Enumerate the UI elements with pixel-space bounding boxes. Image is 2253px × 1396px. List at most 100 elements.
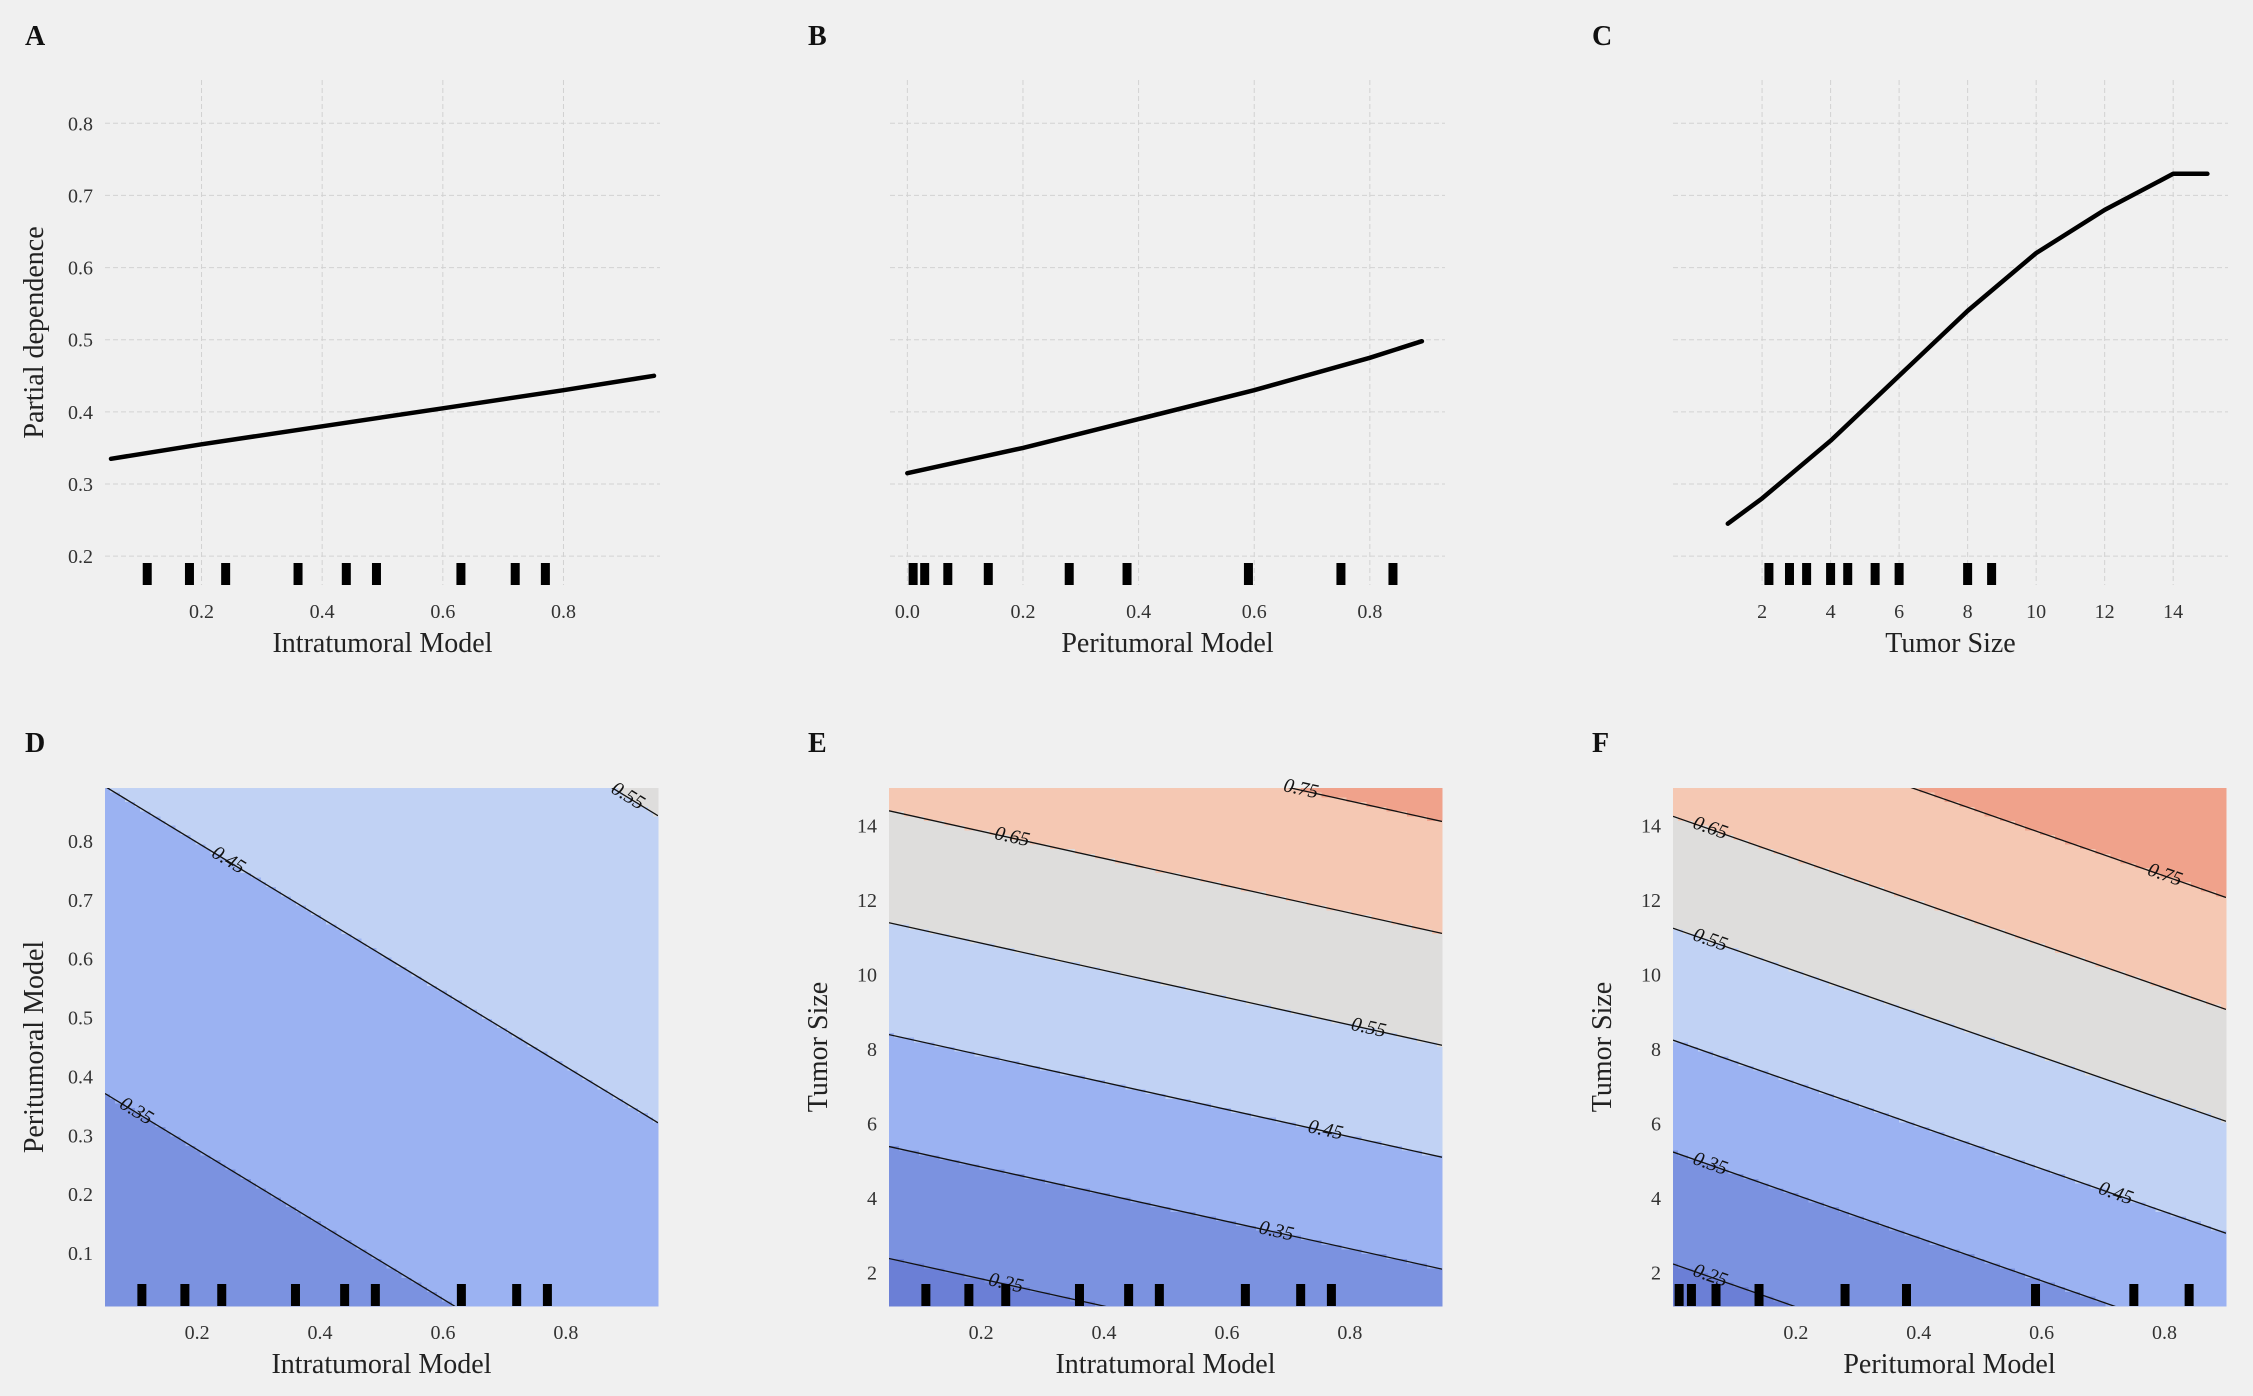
rug-mark (1840, 1284, 1850, 1306)
x-tick-label: 12 (2095, 601, 2115, 623)
y-tick-label: 14 (857, 815, 877, 837)
x-tick-label: 0.8 (1337, 1322, 1362, 1344)
rug-mark (1122, 563, 1132, 585)
rug-mark (456, 1284, 466, 1306)
y-tick-label: 0.7 (68, 185, 93, 207)
rug-mark (1963, 563, 1973, 585)
y-tick-label: 0.2 (68, 546, 93, 568)
x-axis-label: Peritumoral Model (1843, 1349, 2056, 1380)
x-tick-label: 0.2 (969, 1322, 994, 1344)
rug-mark (137, 1284, 147, 1306)
y-tick-label: 2 (1651, 1262, 1661, 1284)
rug-mark (142, 563, 152, 585)
x-axis-label: Intratumoral Model (1055, 1349, 1275, 1380)
x-tick-label: 0.8 (2152, 1322, 2177, 1344)
x-axis-label: Tumor Size (1885, 628, 2015, 659)
partial-dependence-line (108, 373, 657, 462)
y-axis-label: Tumor Size (803, 982, 834, 1112)
contour-fill (105, 788, 659, 1307)
x-tick-label: 0.6 (2029, 1322, 2054, 1344)
x-tick-label: 0.6 (430, 601, 455, 623)
x-tick-label: 0.4 (1906, 1322, 1931, 1344)
y-tick-label: 4 (1651, 1188, 1661, 1210)
rug-mark (180, 1284, 190, 1306)
x-tick-label: 0.4 (1126, 601, 1151, 623)
contour-line-0.45 (106, 788, 658, 1124)
y-tick-label: 12 (1641, 890, 1661, 912)
rug-mark (1064, 563, 1074, 585)
rug-mark (1826, 563, 1836, 585)
rug-mark (1388, 563, 1398, 585)
x-tick-label: 6 (1894, 601, 1904, 623)
rug-mark (1901, 1284, 1911, 1306)
y-tick-label: 0.5 (68, 1008, 93, 1030)
y-tick-label: 0.5 (68, 330, 93, 352)
contour-fill (1673, 788, 2227, 1307)
x-tick-label: 2 (1757, 601, 1767, 623)
panel-f: F0.250.350.450.550.650.750.2 0.4 0.6 0.8246… (1587, 728, 2227, 1380)
contour-line-0.25 (1673, 1263, 1796, 1306)
contour-line-0.35 (1673, 1151, 2116, 1306)
x-tick-label: 8 (1963, 601, 1973, 623)
x-tick-label: 0.2 (1783, 1322, 1808, 1344)
contour-line-0.45 (1673, 1039, 2226, 1234)
rug-mark (456, 563, 466, 585)
rug-mark (1784, 563, 1794, 585)
partial-dependence-line (905, 338, 1425, 476)
rug-mark (1987, 563, 1997, 585)
rug-mark (1074, 1284, 1084, 1306)
y-tick-label: 8 (867, 1039, 877, 1061)
panel-letter: F (1592, 728, 1609, 759)
rug-mark (1843, 563, 1853, 585)
x-tick-label: 0.2 (185, 1322, 210, 1344)
rug-mark (908, 563, 918, 585)
y-tick-label: 6 (1651, 1113, 1661, 1135)
rug-mark (221, 563, 231, 585)
rug-mark (2129, 1284, 2139, 1306)
rug-mark (1674, 1284, 1684, 1306)
contour-line-0.55 (889, 922, 1442, 1046)
x-tick-label: 0.6 (1214, 1322, 1239, 1344)
y-tick-label: 12 (857, 890, 877, 912)
contour-line-0.35 (889, 1145, 1442, 1270)
contour-line-0.75 (1287, 788, 1442, 823)
panel-letter: C (1592, 21, 1612, 52)
rug-mark (1154, 1284, 1164, 1306)
contour-line-0.25 (889, 1257, 1107, 1306)
rug-mark (921, 1284, 931, 1306)
rug-mark (341, 563, 351, 585)
y-tick-label: 10 (1641, 964, 1661, 986)
x-tick-label: 10 (2026, 601, 2046, 623)
x-tick-label: 0.8 (551, 601, 576, 623)
contour-lines (105, 788, 658, 1306)
panel-d: D0.350.450.550.2 0.4 0.6 0.80.10.20.30.40.5… (19, 728, 659, 1380)
y-tick-label: 0.6 (68, 258, 93, 280)
panel-letter: B (808, 21, 827, 52)
rug-mark (1326, 1284, 1336, 1306)
panel-letter: E (808, 728, 827, 759)
x-tick-label: 4 (1826, 601, 1836, 623)
y-tick-label: 4 (867, 1188, 877, 1210)
rug-mark (1711, 1284, 1721, 1306)
y-tick-label: 8 (1651, 1039, 1661, 1061)
x-tick-label: 0.6 (1242, 601, 1267, 623)
y-tick-label: 0.1 (68, 1243, 93, 1265)
y-tick-label: 0.2 (68, 1184, 93, 1206)
y-tick-label: 0.8 (68, 113, 93, 135)
y-tick-label: 0.4 (68, 402, 93, 424)
y-tick-label: 0.7 (68, 890, 93, 912)
rug-mark (370, 1284, 380, 1306)
x-tick-label: 0.2 (189, 601, 214, 623)
x-tick-label: 0.8 (553, 1322, 578, 1344)
contour-line-0.55 (1673, 927, 2226, 1122)
contour-fill (889, 788, 1443, 1307)
x-axis-label: Intratumoral Model (271, 1349, 491, 1380)
rug-mark (217, 1284, 227, 1306)
rug-mark (1240, 1284, 1250, 1306)
contour-lines (889, 788, 1442, 1306)
contour-line-0.65 (889, 810, 1442, 935)
y-axis-label: Tumor Size (1587, 982, 1618, 1112)
rug-mark (542, 1284, 552, 1306)
contour-lines (1673, 788, 2226, 1306)
